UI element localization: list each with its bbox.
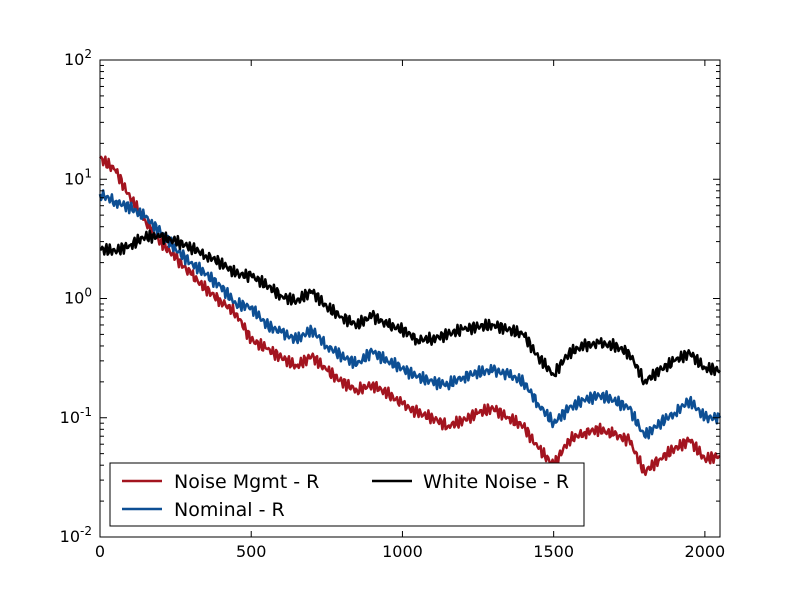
x-tick-label: 1000 xyxy=(382,542,423,561)
y-tick-label: 10-2 xyxy=(60,524,92,546)
series-layer xyxy=(98,155,722,477)
y-tick-label: 102 xyxy=(64,47,92,69)
y-tick-label: 101 xyxy=(64,166,92,188)
y-tick-label: 100 xyxy=(64,286,92,308)
x-tick-label: 2000 xyxy=(685,542,726,561)
series-line-white-noise-r xyxy=(99,229,722,386)
x-tick-label: 1500 xyxy=(533,542,574,561)
ticks-layer: 0 500 1000 1500 2000 10-2 10-1 100 101 102 xyxy=(60,47,726,561)
legend-label-nominal: Nominal - R xyxy=(174,499,285,521)
legend: Noise Mgmt - R Nominal - R White Noise -… xyxy=(109,462,585,527)
x-tick-label: 500 xyxy=(236,542,267,561)
legend-label-white-noise: White Noise - R xyxy=(423,471,569,493)
legend-box xyxy=(109,462,585,527)
legend-label-noise-mgmt: Noise Mgmt - R xyxy=(174,471,319,493)
x-tick-label: 0 xyxy=(95,542,105,561)
series-line-noise-mgmt-r xyxy=(99,155,721,477)
series-line-nominal-r xyxy=(98,189,722,440)
y-tick-label: 10-1 xyxy=(60,405,92,427)
